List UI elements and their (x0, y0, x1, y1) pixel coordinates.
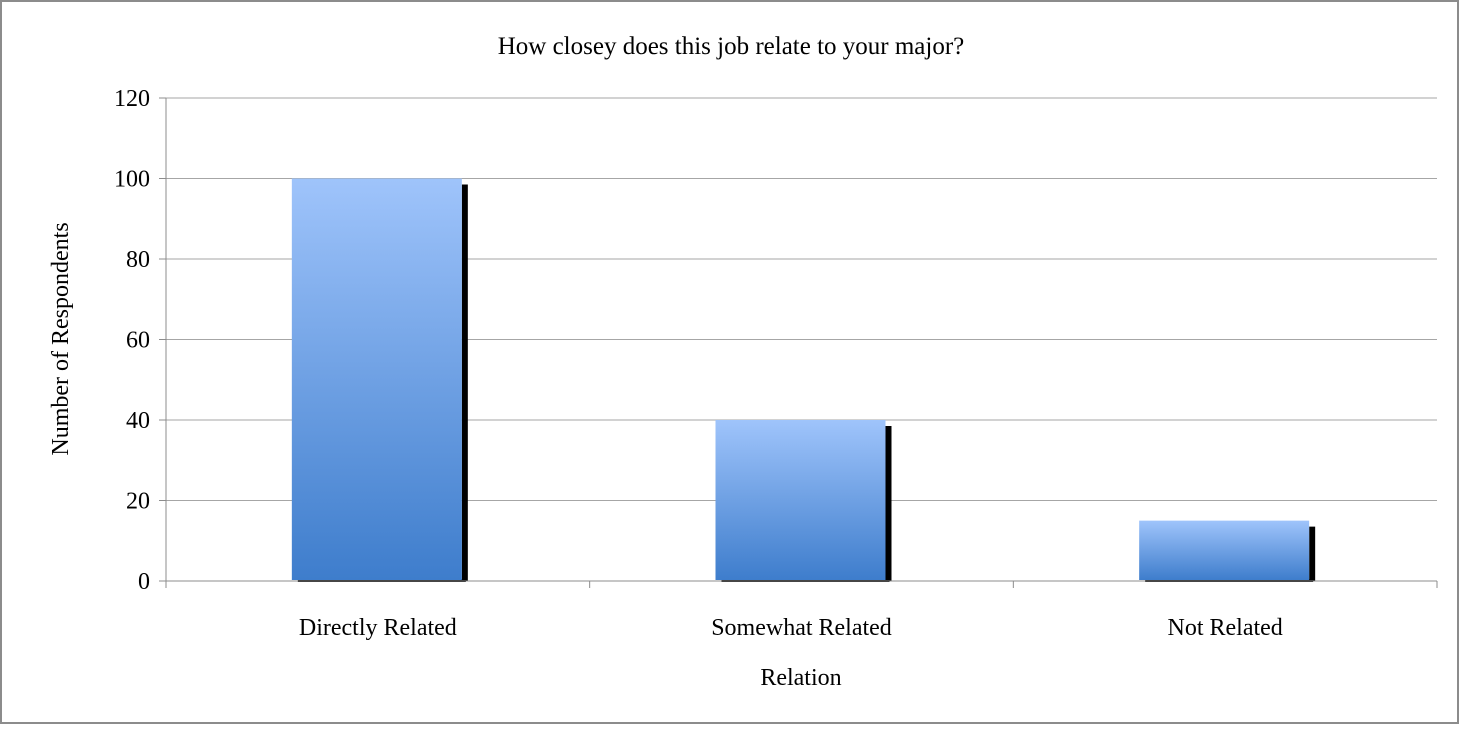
x-axis-label: Relation (760, 665, 841, 691)
x-tick-label: Not Related (1168, 615, 1283, 641)
y-tick-label: 100 (114, 167, 150, 193)
chart-title: How closey does this job relate to your … (498, 33, 965, 60)
x-tick-label: Directly Related (299, 615, 457, 641)
axes (159, 97, 1438, 588)
bars (291, 178, 1316, 582)
y-tick-label: 0 (138, 569, 150, 595)
y-tick-label: 120 (114, 86, 150, 112)
y-tick-label: 40 (126, 408, 150, 434)
bar-shadow (461, 184, 468, 581)
bar-directly-related (291, 178, 462, 580)
bar-shadow (1309, 526, 1316, 581)
y-tick-label: 80 (126, 247, 150, 273)
y-axis-label: Number of Respondents (48, 222, 74, 455)
bar-not-related (1139, 520, 1310, 580)
y-tick-label: 60 (126, 328, 150, 354)
tick-labels: 0 20 40 60 80 100 120 Directly Related Somewhat … (114, 86, 1283, 641)
bar-somewhat-related (715, 420, 886, 580)
y-tick-label: 20 (126, 489, 150, 515)
x-tick-label: Somewhat Related (711, 615, 892, 641)
bar-shadow (885, 426, 892, 581)
